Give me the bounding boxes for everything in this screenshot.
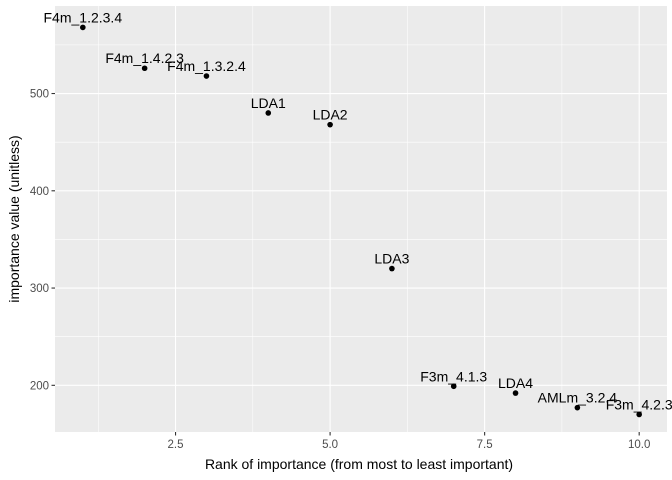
- y-tick-label: 400: [30, 186, 49, 198]
- data-points: [80, 24, 642, 418]
- data-point: [80, 24, 86, 31]
- data-point: [636, 411, 642, 418]
- y-tick-label: 300: [30, 283, 49, 295]
- point-label: LDA1: [251, 95, 286, 111]
- data-point: [141, 65, 148, 72]
- point-label: LDA4: [498, 375, 533, 391]
- y-axis-title: importance value (unitless): [6, 135, 22, 302]
- x-axis-title: Rank of importance (from most to least i…: [205, 456, 513, 472]
- point-label: F4m_1.3.2.4: [167, 58, 246, 74]
- data-point: [450, 383, 457, 390]
- point-label: LDA3: [374, 251, 409, 267]
- data-point: [203, 73, 210, 79]
- data-point: [327, 121, 333, 128]
- point-label: F3m_4.2.3: [606, 396, 672, 412]
- x-tick-label: 5.0: [322, 439, 338, 451]
- plot-panel: [55, 6, 667, 432]
- y-axis-ticks: 200 300 400 500: [30, 89, 55, 392]
- data-point: [389, 265, 395, 272]
- data-point: [512, 390, 519, 396]
- point-label: LDA2: [313, 107, 348, 123]
- x-tick-label: 7.5: [477, 439, 493, 451]
- point-label: AMLm_3.2.4: [538, 390, 618, 406]
- x-tick-label: 2.5: [168, 439, 184, 451]
- major-gridlines: [55, 6, 667, 432]
- x-axis-ticks: 2.5 5.0 7.5 10.0: [168, 432, 650, 451]
- y-tick-label: 200: [30, 380, 49, 392]
- minor-gridlines: [55, 6, 667, 432]
- point-label: F4m_1.2.3.4: [44, 9, 123, 25]
- x-tick-label: 10.0: [628, 439, 650, 451]
- point-label: F4m_1.4.2.3: [105, 50, 184, 66]
- y-tick-label: 500: [30, 89, 49, 101]
- point-label: F3m_4.1.3: [420, 368, 487, 384]
- data-point: [265, 110, 272, 116]
- data-point: [574, 404, 581, 411]
